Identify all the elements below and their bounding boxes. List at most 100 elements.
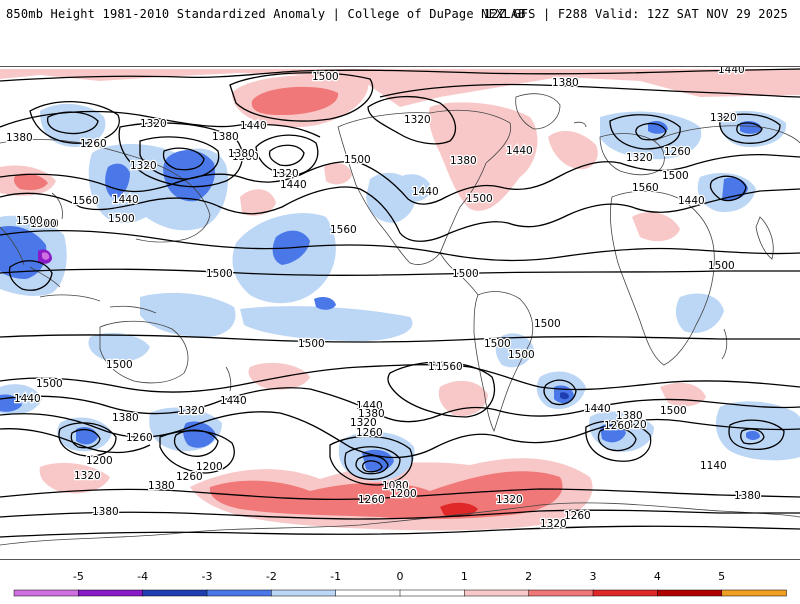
contour-1440-mid [0,153,800,205]
label-1380-wp: 1380 [228,148,255,160]
label-1500-arg: 1500 [508,349,535,361]
contour-1200-sp [70,428,765,475]
anomaly-neg-far-se-core [746,430,760,440]
coast-asia [0,125,800,243]
anomaly-neg-sio2-core [183,421,216,448]
anomaly-pos-atl [548,130,598,170]
legend-swatch-neg5 [13,589,80,597]
label-1080-sp: 1080 [382,480,409,492]
label-1320-sp2: 1320 [350,417,377,429]
anomaly-neg-nw-pac-eye [42,252,50,260]
anomaly-pos-pac-mid [240,189,276,216]
legend-swatch-neg1 [271,589,337,597]
label-1380-asia: 1380 [6,132,33,144]
anomaly-pos-canada-mid [324,162,352,185]
label-1500-sp: 1500 [298,338,325,350]
label-1440-lakes: 1440 [412,186,439,198]
legend-swatch-neg4 [78,589,144,597]
label-1320-ant2: 1320 [540,518,567,530]
label-1560-wp: 1560 [436,361,463,373]
label-1380-satl: 1380 [616,410,643,422]
map-header: 850mb Height 1981-2010 Standardized Anom… [0,0,800,30]
contour-1380-ant [0,509,800,520]
anomaly-neg-trop [240,306,413,341]
contour-1440-wp-low [8,260,53,291]
contour-1380-sp [0,411,800,459]
label-1560-pac: 1560 [330,224,357,236]
label-1320-eur: 1320 [710,112,737,124]
label-1380-sw: 1380 [148,480,175,492]
coast-central-america [439,252,479,296]
coast-madagascar [721,328,728,360]
label-1380-far: 1380 [734,490,761,502]
legend-tick-label: 1 [460,570,468,583]
label-1500-pac: 1500 [206,268,233,280]
coast-greenland [515,93,561,130]
label-1500-wp: 1500 [32,218,59,230]
legend-swatch-neg2 [206,589,273,597]
label-1260-sp3: 1260 [358,494,385,506]
contour-1320-sp [0,420,652,486]
contour-1500-mid [0,186,800,242]
label-1500-sio: 1500 [36,378,63,390]
legend-swatch-pos3 [592,589,659,597]
label-1260-eur: 1260 [664,146,691,158]
contour-1260-sp [58,419,785,480]
label-1500-atl: 1500 [662,170,689,182]
anomaly-pos-sio [39,462,110,494]
label-1260-asia: 1260 [80,138,107,150]
label-1320-satl: 1320 [620,419,647,431]
label-1560-atl: 1560 [632,182,659,194]
label-1500-westus: 1500 [466,193,493,205]
legend-tick-label: 2 [525,570,533,583]
label-1260-ant: 1260 [564,510,591,522]
label-1500-ea: 1500 [108,213,135,225]
contour-1500-trop-n [0,268,800,276]
contour-1260-eur-low [635,122,763,141]
anomaly-pos-sio2 [248,362,310,390]
legend-swatch-zero [335,589,401,597]
contour-1440-sp [0,387,800,423]
contour-1320-ant [0,488,800,501]
contour-1080-sp [362,460,383,473]
coast-africa [610,190,715,366]
contour-1560-sp [387,361,496,418]
label-1380-sp2: 1380 [358,408,385,420]
legend-swatch-neg3 [142,589,208,597]
anomaly-neg-satl-eye [560,392,569,400]
label-1320-kam: 1320 [130,160,157,172]
label-1440-us: 1440 [280,179,307,191]
legend-tick-label: -3 [201,570,213,583]
label-1320-asia: 1320 [140,118,167,130]
label-1440-eur2: 1440 [220,395,247,407]
label-1500-chile: 1500 [484,338,511,350]
coast-north-america [337,109,512,265]
label-1320-atl: 1320 [626,152,653,164]
contour-1320-ak [367,95,457,145]
label-1380-sw2: 1380 [92,506,119,518]
coast-antarctica [0,502,800,546]
contour-1440-me-low [709,175,747,202]
label-1380-sio: 1380 [112,412,139,424]
label-1320-ant: 1320 [496,494,523,506]
contour-1440-ant [0,525,800,538]
anomaly-pos-siberia-core [13,173,48,191]
coastlines [0,93,800,546]
legend-tick-label: 4 [653,570,661,583]
label-1380-ak: 1380 [212,131,239,143]
coast-iceland [573,121,587,128]
color-legend: -5 -4 -3 -2 -1 0 1 2 3 4 5 [0,570,800,600]
legend-tick-label: -5 [72,570,84,583]
contour-1260-kam [46,111,99,135]
coast-indonesia [39,294,157,314]
label-1500-aus: 1500 [106,359,133,371]
label-1320-sio: 1320 [178,405,205,417]
label-1320-sw: 1320 [74,470,101,482]
label-1200-sp: 1200 [390,488,417,500]
contour-1320-pac-low [255,134,319,176]
label-1440-sp2: 1440 [356,400,383,412]
label-1260-sw: 1260 [176,471,203,483]
legend-swatch-pos4 [657,589,723,597]
contour-1560-subtrop-n [0,229,800,262]
coast-new-zealand [225,366,232,392]
